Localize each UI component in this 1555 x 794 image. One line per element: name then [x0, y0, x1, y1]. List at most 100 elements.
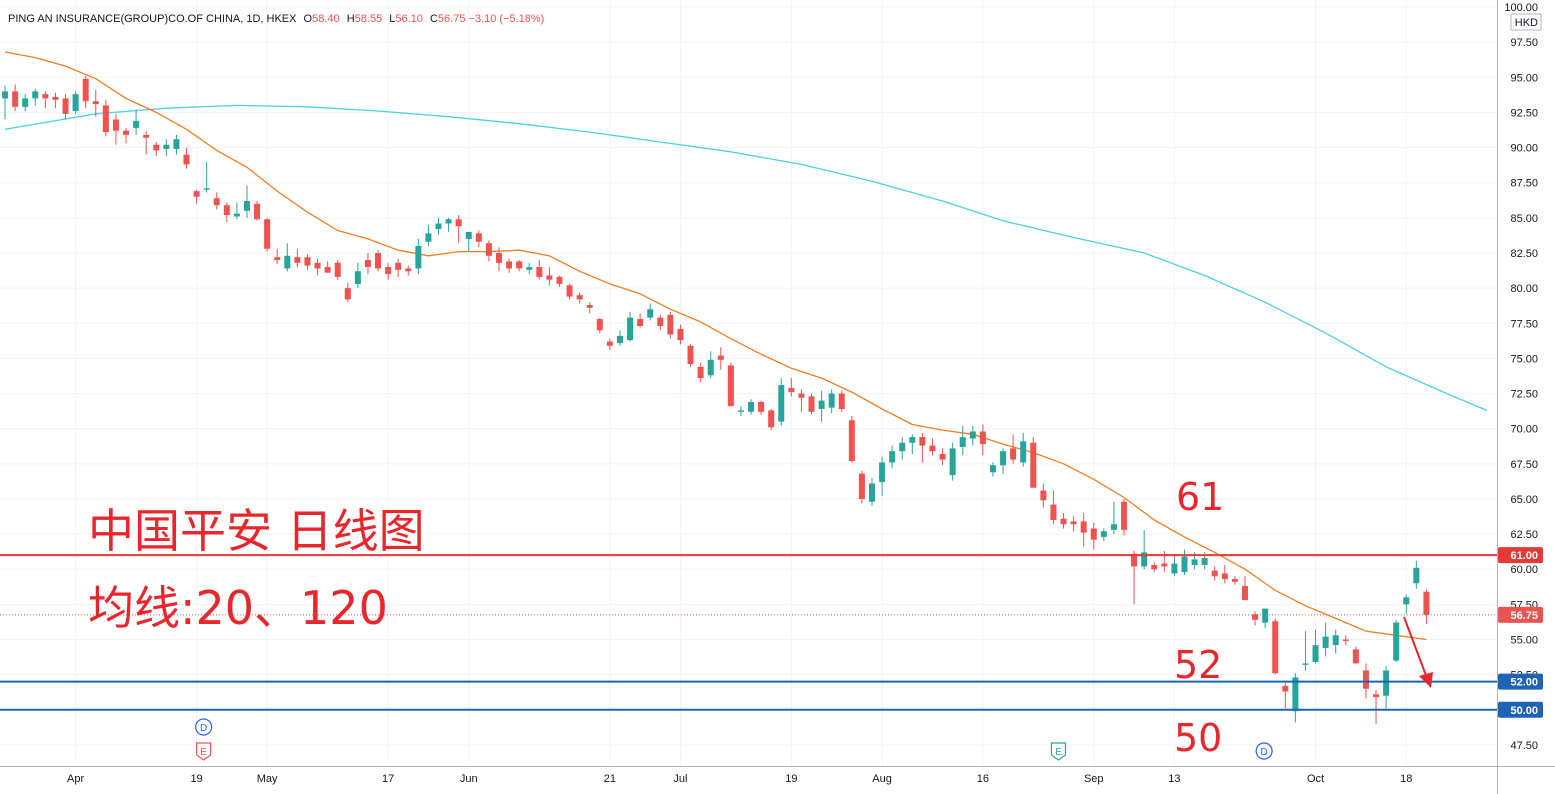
candle-body [1161, 563, 1168, 567]
price-tick-label: 80.00 [1510, 283, 1538, 295]
candle [536, 260, 543, 280]
time-tick-label: 17 [382, 773, 394, 785]
candle-body [243, 200, 250, 211]
price-tick-label: 70.00 [1510, 424, 1538, 436]
candle [1141, 529, 1148, 570]
candle [1030, 437, 1037, 488]
price-tick-label: 82.50 [1510, 248, 1538, 260]
candles [2, 75, 1430, 724]
candle [143, 130, 150, 155]
time-tick-label: 19 [785, 773, 797, 785]
price-tick-label: 55.00 [1510, 635, 1538, 647]
candle [294, 248, 301, 268]
candle-body [949, 448, 956, 476]
level-label-52: 52 [1174, 643, 1223, 687]
price-badge-label: 50.00 [1510, 705, 1538, 717]
candle-body [979, 431, 986, 445]
candle [1171, 555, 1178, 577]
candle [1020, 432, 1027, 467]
candle [82, 75, 89, 109]
candle [254, 200, 261, 221]
price-badge-bg [1498, 673, 1543, 690]
candle [768, 409, 775, 431]
candle [1080, 513, 1087, 547]
candle [1403, 594, 1410, 615]
candle [778, 378, 785, 426]
price-tick-label: 65.00 [1510, 494, 1538, 506]
candle [758, 400, 765, 415]
candle [163, 139, 170, 157]
price-badge: 52.00 [1498, 673, 1543, 690]
candle [798, 389, 805, 412]
price-tick-label: 77.50 [1510, 318, 1538, 330]
candle-body [445, 219, 452, 224]
candle [445, 217, 452, 232]
candle-body [1312, 645, 1319, 662]
candle-body [22, 98, 29, 107]
arrow-head [1419, 672, 1433, 688]
candle-body [697, 366, 704, 379]
price-tick-label: 95.00 [1510, 72, 1538, 84]
candle [868, 477, 875, 506]
candle [858, 470, 865, 504]
candle [415, 238, 422, 275]
candle [1060, 513, 1067, 529]
candle [586, 302, 593, 314]
candle-body [435, 223, 442, 230]
annotation-subtitle: 均线:20、120 [88, 581, 388, 635]
price-tick-label: 62.50 [1510, 529, 1538, 541]
candle-body [788, 387, 795, 393]
time-tick-label: Oct [1307, 773, 1324, 785]
price-badge-label: 52.00 [1510, 677, 1538, 689]
candle [334, 260, 341, 280]
candle [879, 456, 886, 497]
candle [979, 424, 986, 456]
candle-body [858, 473, 865, 499]
candle-body [233, 213, 240, 217]
candle-body [1131, 553, 1138, 567]
candle [12, 84, 19, 112]
candle-body [566, 285, 573, 297]
time-tick-label: May [257, 773, 278, 785]
candle [274, 248, 281, 265]
candle-body [1110, 524, 1117, 530]
candle-body [1332, 635, 1339, 646]
candle-body [1211, 570, 1218, 577]
candle [637, 313, 644, 328]
candle-body [203, 188, 210, 190]
candle-body [989, 465, 996, 473]
candle-body [677, 328, 684, 341]
candle [929, 438, 936, 456]
candle-body [899, 442, 906, 452]
candle [697, 362, 704, 383]
candle [455, 215, 462, 244]
price-tick-label: 67.50 [1510, 459, 1538, 471]
candle-body [1010, 448, 1017, 460]
candle-body [344, 288, 351, 300]
candle-body [768, 410, 775, 428]
candle-body [606, 341, 613, 346]
candle-body [889, 451, 896, 463]
candle-body [32, 91, 39, 99]
candle-body [1292, 677, 1299, 712]
ma120-line [4, 104, 1488, 411]
candle [385, 262, 392, 280]
candle [223, 202, 230, 223]
candle-body [1252, 614, 1259, 620]
candle [1332, 629, 1339, 654]
candle [1221, 565, 1228, 584]
price-badge-label: 61.00 [1510, 550, 1538, 562]
candle [1121, 498, 1128, 536]
candle [667, 312, 674, 339]
event-marker: E [196, 742, 212, 761]
candle [314, 258, 321, 276]
candle [818, 390, 825, 422]
candle [647, 303, 654, 321]
candle [969, 425, 976, 446]
candle [92, 89, 99, 117]
candle [748, 399, 755, 415]
candle-body [42, 94, 49, 99]
candle [1302, 631, 1309, 671]
candle [838, 390, 845, 412]
